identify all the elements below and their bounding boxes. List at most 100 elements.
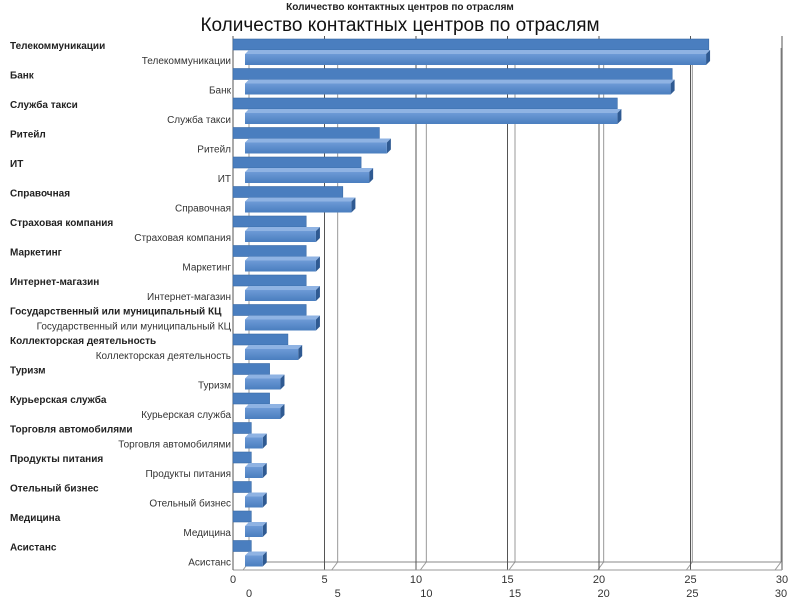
gridline-3d-edge (774, 561, 782, 571)
bar-3d-top (245, 345, 303, 349)
bar-3d-top (245, 79, 675, 84)
category-label-3d: Продукты питания (145, 469, 231, 480)
category-label: Телекоммуникации (10, 41, 105, 52)
bar-3d-side (351, 197, 356, 213)
x-tick-label-3d: 0 (246, 588, 252, 600)
bar-3d-top (245, 463, 267, 467)
bar-flat (232, 481, 252, 493)
bar-3d-top (245, 227, 320, 231)
bar-flat (232, 97, 618, 110)
category-label-3d: Страховая компания (134, 233, 231, 244)
bar-flat (232, 245, 307, 257)
category-label-3d: Справочная (175, 204, 231, 215)
bar-flat (232, 186, 344, 198)
bar-3d-side (262, 522, 267, 537)
category-label-3d: Интернет-магазин (147, 292, 231, 303)
bar-flat (232, 38, 710, 51)
bar-3d (245, 172, 370, 183)
bar-flat (232, 333, 289, 346)
category-label-3d: Туризм (198, 381, 231, 392)
bar-flat (232, 156, 362, 169)
bar-3d (245, 496, 263, 508)
bar-3d-top (245, 256, 320, 261)
category-labels: Телекоммуникации Телекоммуникации Банк Банк… (10, 41, 232, 569)
bars-flat (232, 38, 710, 552)
x-tick-label: 0 (230, 574, 236, 586)
bar-3d-top (245, 551, 267, 556)
gridline-3d-edge (419, 561, 427, 571)
x-tick-label-3d: 30 (775, 588, 787, 600)
category-label: Маркетинг (10, 248, 62, 259)
category-label: Страховая компания (10, 218, 113, 229)
bar-flat (232, 540, 252, 552)
bar-3d (245, 260, 316, 272)
bar-3d-top (245, 138, 391, 143)
bar-3d-top (245, 50, 711, 54)
bar-3d-side (706, 50, 711, 65)
category-label: Медицина (10, 513, 61, 524)
bar-flat (232, 510, 252, 523)
x-tick-label-3d: 20 (598, 588, 610, 600)
bar-3d (245, 231, 316, 242)
bar-3d-side (315, 256, 320, 272)
bar-3d-side (280, 374, 285, 390)
category-label: Государственный или муниципальный КЦ (10, 307, 222, 318)
category-label: Продукты питания (10, 454, 103, 465)
bar-flat (232, 422, 252, 434)
bars-3d (245, 50, 711, 567)
chart-title: Количество контактных центров по отрасля… (200, 15, 599, 36)
bar-3d-side (315, 286, 320, 301)
category-label-3d: Торговля автомобилями (118, 439, 231, 451)
bar-3d-top (245, 492, 267, 497)
bar-3d-top (245, 315, 320, 320)
category-label: ИТ (10, 159, 23, 170)
bar-3d (245, 201, 352, 213)
bar-3d-side (262, 433, 267, 449)
bar-3d (245, 113, 618, 124)
x-tick-label: 20 (593, 574, 605, 586)
bar-3d (245, 467, 263, 478)
bar-3d (245, 349, 299, 360)
bar-3d-side (386, 138, 391, 154)
category-label-3d: Государственный или муниципальный КЦ (37, 322, 232, 333)
bar-3d-side (262, 492, 267, 508)
bar-3d-top (245, 433, 267, 438)
chart-title-small: Количество контактных центров по отрасля… (286, 2, 514, 13)
x-tick-labels: 00 55 10 10 15 15 20 20 25 25 30 30 (230, 574, 788, 600)
x-tick-label-3d: 5 (335, 588, 341, 600)
bar-3d (245, 290, 316, 301)
bar-3d-top (245, 286, 320, 290)
category-label-3d: Служба такси (167, 114, 231, 126)
bar-3d-side (280, 404, 285, 419)
category-label: Банк (10, 71, 35, 82)
category-label: Туризм (10, 366, 46, 377)
bar-3d (245, 378, 281, 390)
gridline-3d-edge (331, 561, 339, 571)
bar-flat (232, 274, 307, 287)
x-tick-label-3d: 25 (686, 588, 698, 600)
x-tick-label: 5 (321, 574, 327, 586)
category-label-3d: Банк (209, 86, 232, 97)
bar-flat (232, 215, 307, 228)
x-tick-label: 15 (501, 574, 513, 586)
grid-flat (232, 36, 783, 571)
bar-3d-side (298, 345, 303, 360)
category-label: Интернет-магазин (10, 277, 99, 288)
bar-3d (245, 408, 281, 419)
bar-flat (232, 392, 270, 405)
category-label-3d: Отельный бизнес (149, 498, 231, 510)
category-label: Асистанс (10, 543, 57, 554)
bar-3d-top (245, 404, 285, 408)
bar-3d (245, 526, 263, 537)
category-label-3d: Медицина (183, 528, 231, 539)
category-label-3d: Маркетинг (182, 263, 231, 274)
x-tick-label: 30 (776, 574, 788, 586)
bar-3d-side (369, 168, 374, 183)
category-label-3d: Асистанс (188, 558, 231, 569)
category-label: Коллекторская деятельность (10, 336, 156, 347)
bar-3d-side (262, 463, 267, 478)
bar-3d (245, 83, 671, 95)
x-tick-label-3d: 15 (509, 588, 521, 600)
bar-flat (232, 363, 270, 375)
